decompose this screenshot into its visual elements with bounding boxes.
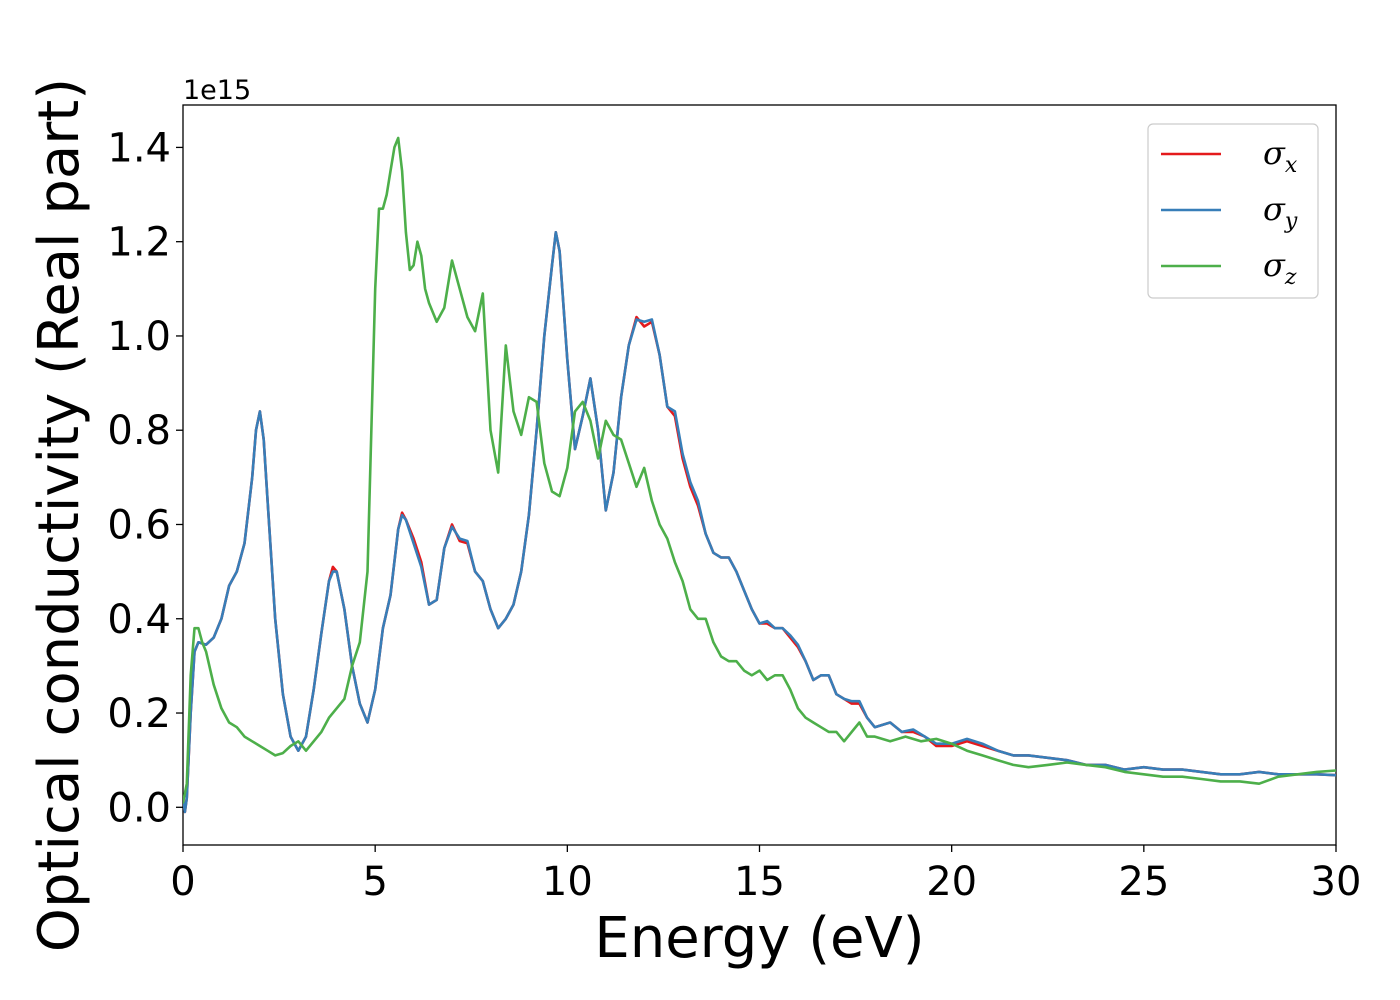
legend-entry-z: σz [1263, 246, 1297, 290]
x-axis: 0 5 10 15 20 25 30 [170, 845, 1361, 905]
series-line-x [183, 231, 1336, 814]
legend-subscript: y [1284, 209, 1298, 234]
y-tick-label: 1.0 [107, 314, 171, 360]
legend-symbol: σ [1263, 190, 1286, 228]
legend-entry-x: σx [1263, 134, 1298, 178]
y-tick-label: 0.0 [107, 785, 171, 831]
x-tick-label: 0 [170, 859, 195, 905]
y-tick-label: 1.2 [107, 220, 171, 266]
y-offset-label: 1e15 [183, 75, 251, 106]
x-tick-label: 10 [542, 859, 593, 905]
y-tick-label: 0.2 [107, 691, 171, 737]
x-tick-label: 5 [362, 859, 387, 905]
y-axis: 0.0 0.2 0.4 0.6 0.8 1.0 1.2 1.4 [107, 125, 183, 831]
x-tick-label: 15 [734, 859, 785, 905]
x-tick-label: 20 [926, 859, 977, 905]
legend-box [1147, 123, 1319, 299]
legend-subscript: z [1284, 265, 1297, 290]
series-line-y [183, 231, 1336, 814]
x-tick-label: 25 [1118, 859, 1169, 905]
y-tick-label: 0.4 [107, 597, 171, 643]
y-tick-label: 1.4 [107, 125, 171, 171]
legend-entry-y: σy [1263, 190, 1298, 234]
y-tick-label: 0.6 [107, 502, 171, 548]
series-line-z [183, 136, 1336, 804]
legend-symbol: σ [1263, 134, 1286, 172]
legend-subscript: x [1285, 153, 1298, 178]
series-group [183, 136, 1336, 814]
x-tick-label: 30 [1311, 859, 1362, 905]
x-axis-title: Energy (eV) [594, 906, 924, 971]
y-axis-title: Optical conductivity (Real part) [27, 78, 92, 952]
y-tick-label: 0.8 [107, 408, 171, 454]
legend-symbol: σ [1263, 246, 1286, 284]
